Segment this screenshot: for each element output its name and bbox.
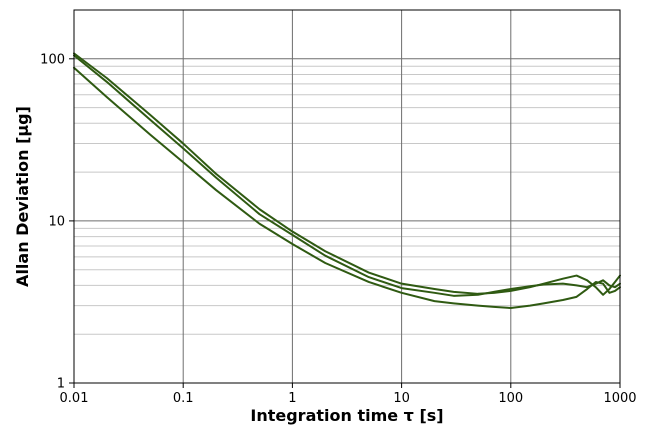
y-tick-label: 1 (57, 377, 65, 392)
y-tick-label: 100 (40, 52, 65, 67)
series-line-1 (73, 54, 621, 297)
series-layer (73, 52, 621, 310)
x-axis-label: Integration time τ [s] (250, 406, 443, 425)
x-tick-label: 0.1 (173, 391, 194, 406)
tick-layer: 0.01 0.1 1 10 100 1000 1 10 100 (40, 52, 636, 406)
series-line-2 (73, 52, 621, 296)
x-tick-label: 100 (498, 391, 523, 406)
x-tick-label: 1000 (603, 391, 636, 406)
x-tick-label: 0.01 (60, 391, 89, 406)
y-axis-label: Allan Deviation [µg] (13, 106, 32, 287)
grid-layer (74, 10, 620, 383)
x-tick-label: 1 (288, 391, 296, 406)
y-tick-label: 10 (48, 214, 65, 229)
x-tick-label: 10 (393, 391, 410, 406)
series-line-3 (73, 66, 621, 310)
plot-frame (73, 9, 621, 384)
